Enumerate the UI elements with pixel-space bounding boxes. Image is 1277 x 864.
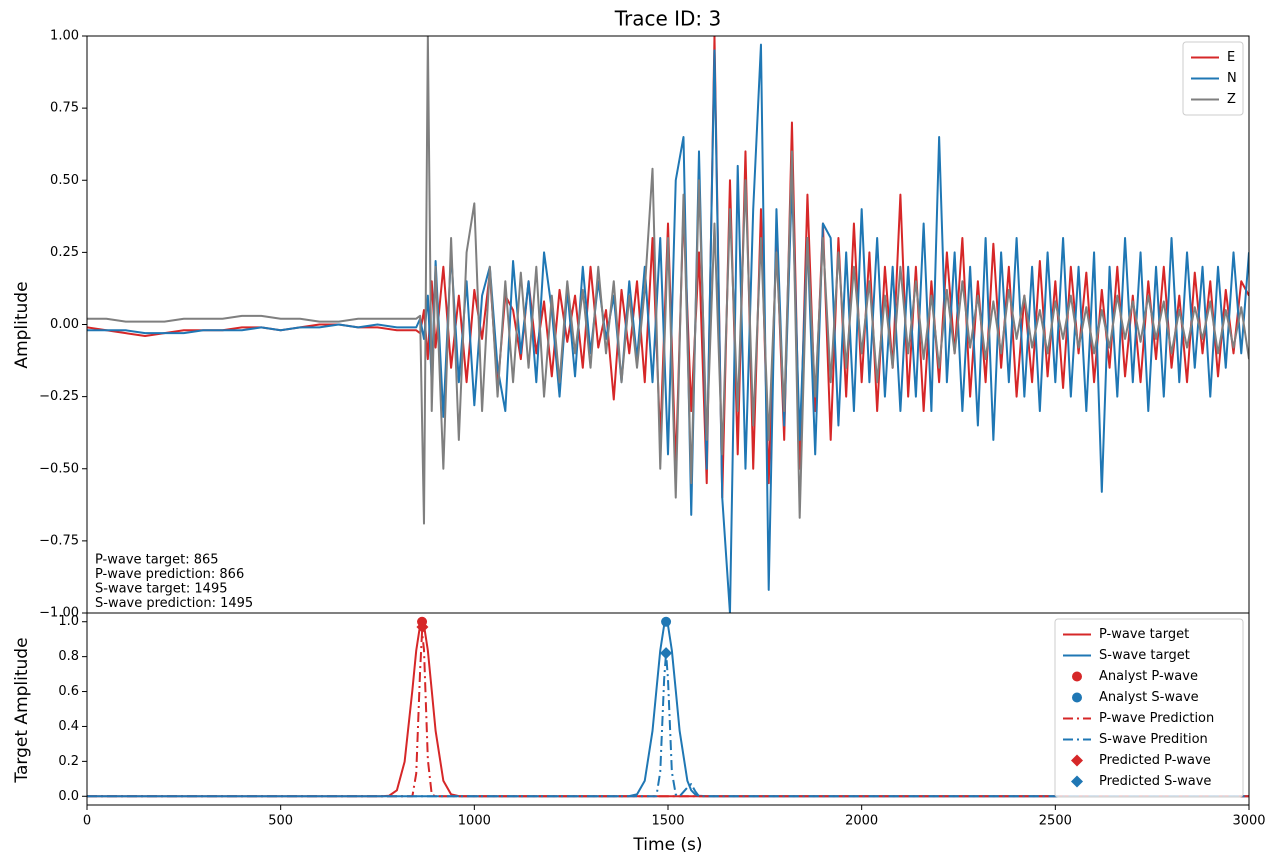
legend-label: S-wave target — [1099, 648, 1190, 663]
x-tick-label: 1000 — [458, 814, 491, 829]
plot-series — [87, 36, 1249, 613]
legend-label: E — [1227, 50, 1235, 65]
plot-series — [87, 616, 1249, 798]
y-tick-label: 0.50 — [50, 173, 79, 188]
y-tick-label: 1.00 — [50, 29, 79, 44]
marker — [1072, 692, 1082, 703]
annotation: P-wave target: 865 — [95, 553, 219, 568]
y-tick-label: −0.75 — [39, 533, 79, 548]
y-axis-label: Target Amplitude — [12, 637, 32, 783]
y-tick-label: 0.25 — [50, 245, 79, 260]
legend-label: N — [1227, 71, 1237, 86]
y-tick-label: 0.4 — [58, 719, 79, 734]
plot-area — [87, 36, 1249, 613]
marker — [1072, 671, 1082, 682]
legend — [1054, 618, 1244, 798]
axes-frame — [86, 612, 1250, 806]
marker — [416, 620, 429, 633]
x-axis-label: Time (s) — [632, 835, 702, 855]
y-tick-label: 0.8 — [58, 649, 79, 664]
y-tick-label: 1.0 — [58, 614, 79, 629]
annotation: S-wave prediction: 1495 — [95, 596, 253, 611]
x-tick-label: 1500 — [651, 814, 684, 829]
data-line — [87, 631, 1249, 798]
annotation: S-wave target: 1495 — [95, 582, 228, 597]
y-tick-label: 0.0 — [58, 789, 79, 804]
legend-label: Predicted S-wave — [1099, 774, 1211, 789]
legend-label: Analyst S-wave — [1099, 690, 1199, 705]
marker — [1071, 754, 1083, 767]
y-tick-label: 0.75 — [50, 101, 79, 116]
legend-label: P-wave target — [1099, 627, 1189, 642]
legend-label: P-wave Prediction — [1099, 711, 1214, 726]
y-tick-label: 0.6 — [58, 684, 79, 699]
data-line — [87, 36, 1249, 525]
y-tick-label: −1.00 — [39, 606, 79, 621]
y-tick-label: 0.00 — [50, 317, 79, 332]
x-tick-label: 2000 — [845, 814, 878, 829]
data-line — [87, 652, 1249, 798]
x-tick-label: 2500 — [1039, 814, 1072, 829]
y-tick-label: −0.25 — [39, 389, 79, 404]
chart-title: Trace ID: 3 — [614, 7, 722, 31]
y-axis-label: Amplitude — [12, 281, 32, 368]
marker — [1071, 775, 1083, 788]
annotation: P-wave prediction: 866 — [95, 567, 244, 582]
x-tick-label: 0 — [83, 814, 91, 829]
y-tick-label: −0.50 — [39, 461, 79, 476]
legend-label: S-wave Predition — [1099, 732, 1208, 747]
marker — [660, 647, 673, 660]
y-tick-label: 0.2 — [58, 754, 79, 769]
legend-label: Z — [1227, 92, 1236, 107]
legend-label: Analyst P-wave — [1099, 669, 1198, 684]
legend-label: Predicted P-wave — [1099, 753, 1211, 768]
marker — [661, 616, 672, 627]
x-tick-label: 500 — [268, 814, 293, 829]
x-tick-label: 3000 — [1232, 814, 1265, 829]
